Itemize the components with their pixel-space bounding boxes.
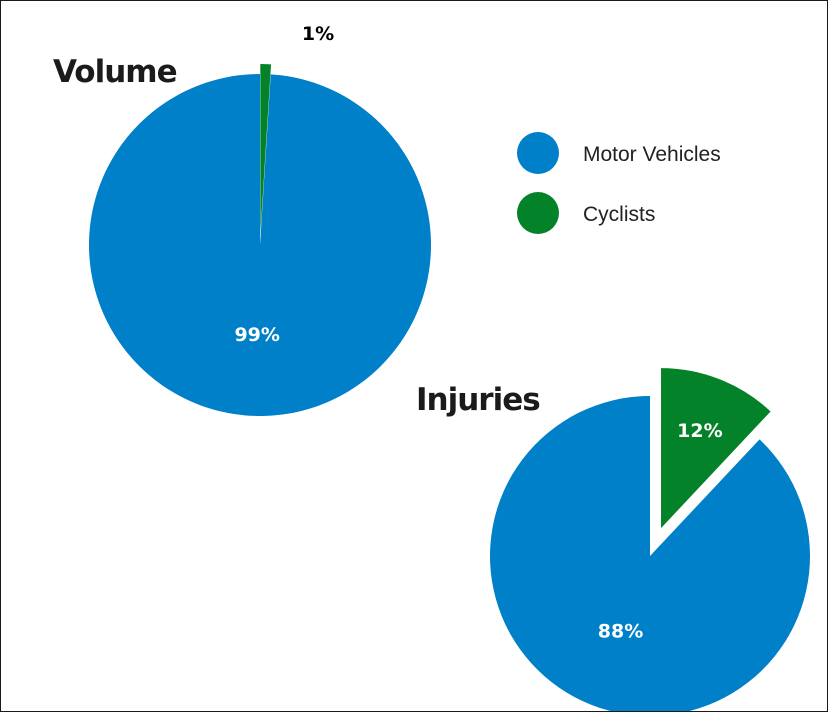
chart-title-injuries: Injuries xyxy=(416,382,540,418)
pie-chart-volume: Volume 1% 99% xyxy=(53,23,432,417)
slice-label-injuries-cyclists: 12% xyxy=(677,420,722,442)
legend-item-motor-vehicles: Motor Vehicles xyxy=(517,132,721,174)
legend: Motor Vehicles Cyclists xyxy=(517,132,721,234)
pie-slice-injuries-cyclists xyxy=(661,368,771,529)
legend-item-cyclists: Cyclists xyxy=(517,192,655,234)
chart-title-volume: Volume xyxy=(53,54,177,90)
pie-slice-injuries-motor-vehicles xyxy=(490,396,810,711)
pie-slice-volume-cyclists xyxy=(260,64,272,236)
pie-slice-volume-motor-vehicles xyxy=(89,74,432,417)
pie-chart-injuries: Injuries 12% 88% xyxy=(416,368,810,711)
legend-swatch-cyclists xyxy=(517,192,559,234)
slice-label-injuries-motor-vehicles: 88% xyxy=(598,620,643,642)
slice-label-volume-motor-vehicles: 99% xyxy=(234,324,279,346)
slice-label-volume-cyclists: 1% xyxy=(302,23,334,45)
legend-label-motor-vehicles: Motor Vehicles xyxy=(583,143,721,166)
legend-swatch-motor-vehicles xyxy=(517,132,559,174)
legend-label-cyclists: Cyclists xyxy=(583,203,655,226)
